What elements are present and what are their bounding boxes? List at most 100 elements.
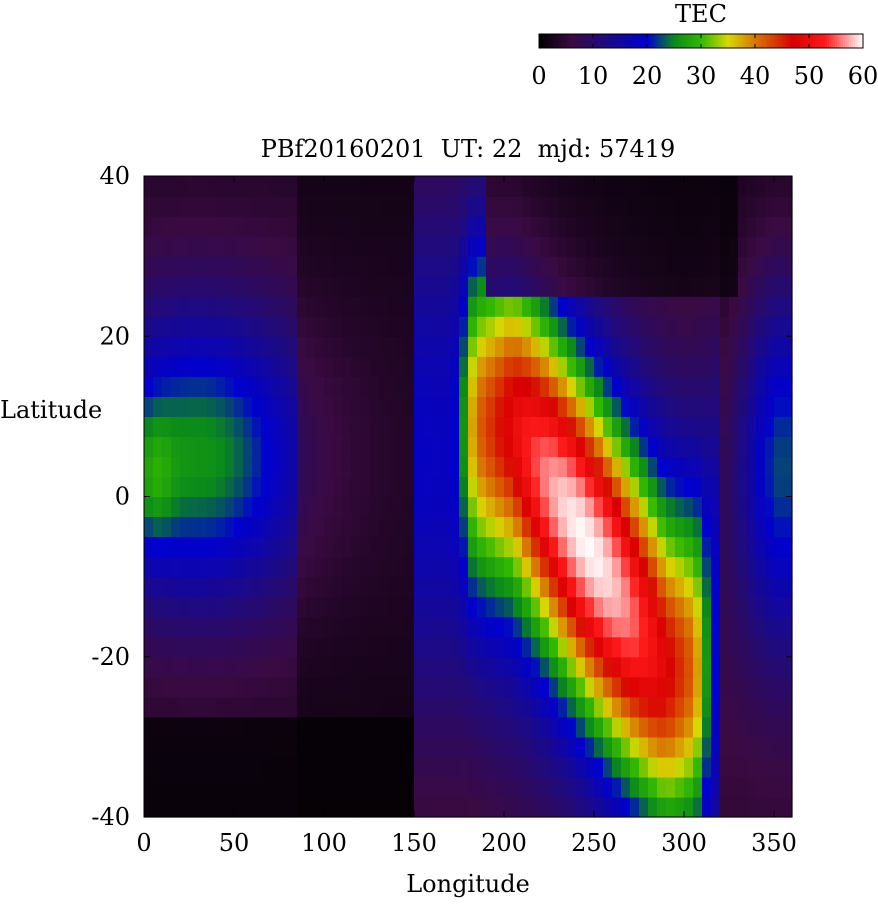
heatmap-cell [585,316,595,337]
heatmap-cell [333,356,343,377]
heatmap-cell [171,356,181,377]
heatmap-cell [369,316,379,337]
heatmap-cell [675,696,685,718]
heatmap-cell [738,276,748,297]
heatmap-cell [468,276,478,297]
heatmap-cell [540,356,550,377]
heatmap-cell [315,576,325,598]
heatmap-cell [621,196,631,217]
heatmap-cell [405,256,415,277]
heatmap-cell [531,476,541,498]
heatmap-cell [693,476,703,498]
heatmap-cell [648,376,658,397]
heatmap-cell [729,596,739,618]
heatmap-cell [612,496,622,518]
heatmap-cell [675,196,685,217]
heatmap-cell [621,296,631,317]
heatmap-cell [657,176,667,197]
heatmap-cell [387,216,397,237]
heatmap-cell [342,796,352,818]
heatmap-cell [711,276,721,297]
heatmap-cell [405,496,415,518]
heatmap-cell [144,256,154,277]
heatmap-cell [333,396,343,417]
heatmap-cell [477,656,487,678]
heatmap-cell [351,296,361,317]
heatmap-cell [666,576,676,598]
colorbar-cell [539,34,542,48]
heatmap-cell [594,296,604,317]
heatmap-cell [297,516,307,538]
colorbar-cell [561,34,564,48]
heatmap-cell [675,496,685,518]
heatmap-cell [657,516,667,538]
heatmap-cell [423,496,433,518]
heatmap-cell [756,556,766,578]
heatmap-cell [441,496,451,518]
heatmap-cell [603,676,613,698]
colorbar-cell [795,34,798,48]
heatmap-cell [189,536,199,558]
heatmap-cell [639,636,649,658]
heatmap-cell [270,796,280,818]
heatmap-cell [432,396,442,417]
heatmap-cell [666,636,676,658]
heatmap-cell [621,796,631,818]
heatmap-cell [306,536,316,558]
heatmap-cell [315,216,325,237]
heatmap-cell [324,196,334,217]
colorbar-cell [677,34,680,48]
heatmap-cell [729,456,739,478]
heatmap-cell [225,316,235,337]
heatmap-cell [738,356,748,377]
heatmap-cell [549,796,559,818]
heatmap-cell [468,196,478,217]
heatmap-cell [225,596,235,618]
heatmap-cell [711,416,721,438]
heatmap-cell [459,576,469,598]
heatmap-cell [279,516,289,538]
heatmap-cell [414,356,424,377]
heatmap-cell [270,476,280,498]
heatmap-cell [756,196,766,217]
heatmap-cell [738,516,748,538]
heatmap-cell [684,476,694,498]
heatmap-cell [549,616,559,638]
heatmap-cell [585,496,595,518]
heatmap-cell [540,756,550,778]
heatmap-cell [585,456,595,478]
heatmap-cell [198,776,208,798]
heatmap-cell [252,756,262,778]
heatmap-cell [630,356,640,377]
colorbar-cell [755,34,758,48]
x-tick-label: 300 [661,829,707,857]
heatmap-cell [531,756,541,778]
heatmap-cell [540,516,550,538]
heatmap-cell [531,376,541,397]
heatmap-cell [549,756,559,778]
heatmap-cell [153,256,163,277]
heatmap-cell [261,216,271,237]
heatmap-cell [315,776,325,798]
heatmap-cell [684,376,694,397]
heatmap-cell [504,216,514,237]
heatmap-cell [702,736,712,758]
heatmap-cell [540,376,550,397]
heatmap-cell [630,516,640,538]
heatmap-cell [189,396,199,417]
heatmap-cell [702,516,712,538]
heatmap-cell [666,676,676,698]
heatmap-cell [378,296,388,317]
heatmap-cell [522,536,532,558]
heatmap-cell [612,456,622,478]
heatmap-cell [684,276,694,297]
heatmap-cell [765,356,775,377]
heatmap-cell [666,596,676,618]
heatmap-cell [378,536,388,558]
heatmap-cell [216,536,226,558]
heatmap-cell [666,556,676,578]
x-axis-label: Longitude [406,870,530,898]
heatmap-cell [639,596,649,618]
colorbar-cell [573,34,576,48]
heatmap-cell [729,576,739,598]
